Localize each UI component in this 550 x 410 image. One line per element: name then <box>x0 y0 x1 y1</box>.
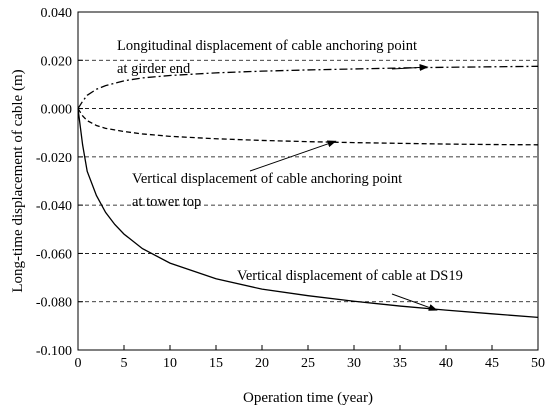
x-tick-label: 45 <box>485 356 499 371</box>
x-tick-label: 5 <box>121 356 128 371</box>
annotation-arrow <box>391 63 429 71</box>
y-axis-label: Long-time displacement of cable (m) <box>10 69 26 292</box>
y-tick-label: -0.040 <box>36 199 72 214</box>
y-tick-label: -0.080 <box>36 296 72 311</box>
x-tick-label: 40 <box>439 356 453 371</box>
annotation-text: Vertical displacement of cable anchoring… <box>132 171 402 187</box>
annotation-arrow <box>249 140 337 172</box>
axis-ticks: 0.040 0.020 0.000 -0.020 -0.040 -0.060 -0.080 -… <box>36 6 545 371</box>
y-tick-label: 0.000 <box>41 103 73 118</box>
annotation-text: Vertical displacement of cable at DS19 <box>237 268 463 284</box>
y-tick-label: -0.060 <box>36 247 72 262</box>
annotation-text: Longitudinal displacement of cable ancho… <box>117 38 417 54</box>
x-tick-label: 30 <box>347 356 361 371</box>
y-tick-label: -0.100 <box>36 344 72 359</box>
x-tick-label: 0 <box>75 356 82 371</box>
annotations: Longitudinal displacement of cable ancho… <box>117 38 463 311</box>
annotation-text: at girder end <box>117 61 191 77</box>
series-line-3 <box>77 108 539 319</box>
x-tick-label: 50 <box>531 356 545 371</box>
x-tick-label: 20 <box>255 356 269 371</box>
x-tick-label: 10 <box>163 356 177 371</box>
series-line-2 <box>77 108 539 146</box>
y-tick-label: 0.040 <box>41 6 73 21</box>
annotation-arrow <box>391 293 438 311</box>
y-tick-label: 0.020 <box>41 54 73 69</box>
x-tick-label: 35 <box>393 356 407 371</box>
annotation-text: at tower top <box>132 194 201 210</box>
y-tick-label: -0.020 <box>36 151 72 166</box>
x-axis-label: Operation time (year) <box>243 390 373 406</box>
x-tick-label: 25 <box>301 356 315 371</box>
x-tick-label: 15 <box>209 356 223 371</box>
